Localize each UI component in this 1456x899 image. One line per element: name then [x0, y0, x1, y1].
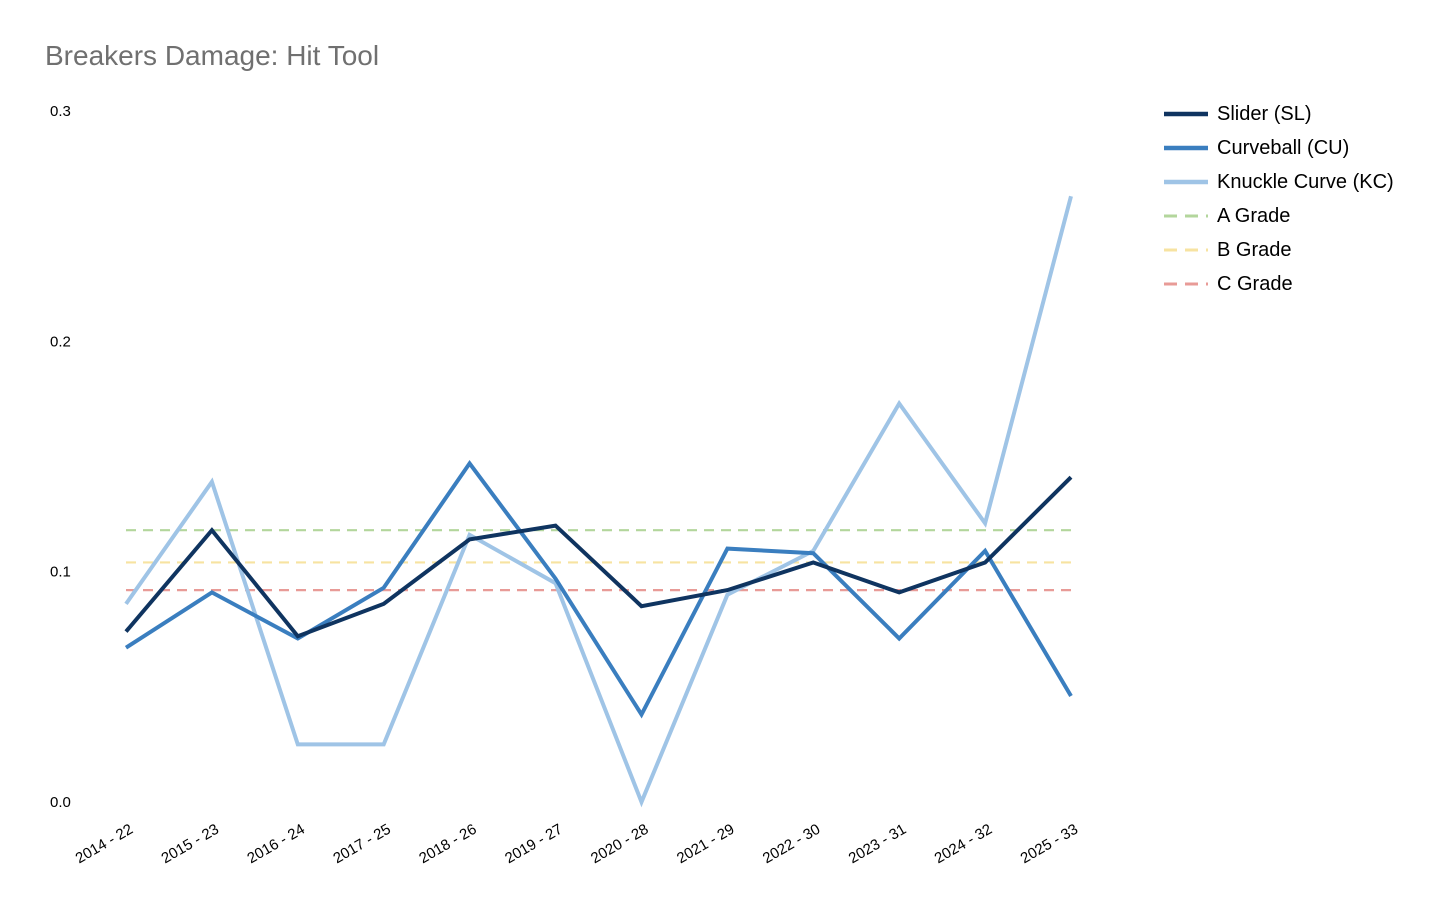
legend-label: Knuckle Curve (KC) — [1217, 170, 1394, 193]
y-tick-label: 0.1 — [50, 564, 71, 581]
x-tick-label: 2025 - 33 — [1018, 821, 1081, 867]
x-tick-label: 2015 - 23 — [159, 821, 222, 867]
legend-swatch — [1164, 111, 1208, 117]
legend-swatch — [1164, 214, 1208, 218]
x-tick-label: 2021 - 29 — [674, 821, 737, 867]
series-line-knuckle-curve-kc — [124, 195, 1073, 808]
series-line-slider-sl — [124, 475, 1073, 639]
x-tick-label: 2023 - 31 — [846, 821, 909, 867]
line-chart: 0.0 0.1 0.2 0.3 2014 - 22 2015 - 23 2016 - 24 2… — [50, 103, 1081, 867]
legend-item: B Grade — [1164, 233, 1394, 267]
legend-item: C Grade — [1164, 267, 1394, 301]
legend-label: Slider (SL) — [1217, 102, 1312, 125]
legend-label: B Grade — [1217, 238, 1292, 261]
x-tick-label: 2019 - 27 — [502, 821, 565, 867]
x-tick-label: 2022 - 30 — [760, 821, 823, 867]
legend-swatch — [1164, 179, 1208, 185]
x-tick-label: 2016 - 24 — [244, 821, 307, 867]
x-tick-label: 2020 - 28 — [588, 821, 651, 867]
legend-item: Slider (SL) — [1164, 97, 1394, 131]
series-line-curveball-cu — [124, 459, 1073, 719]
legend-label: A Grade — [1217, 204, 1291, 227]
y-tick-label: 0.0 — [50, 794, 71, 811]
legend: Slider (SL) Curveball (CU) Knuckle Curve (… — [1164, 97, 1394, 301]
legend-label: Curveball (CU) — [1217, 136, 1350, 159]
legend-swatch — [1164, 248, 1208, 252]
legend-swatch — [1164, 145, 1208, 151]
y-tick-label: 0.3 — [50, 103, 71, 120]
x-tick-label: 2014 - 22 — [73, 821, 136, 867]
chart-title: Breakers Damage: Hit Tool — [45, 40, 380, 71]
legend-item: Curveball (CU) — [1164, 131, 1394, 165]
legend-swatch — [1164, 282, 1208, 286]
legend-item: Knuckle Curve (KC) — [1164, 165, 1394, 199]
legend-label: C Grade — [1217, 272, 1293, 295]
x-tick-label: 2018 - 26 — [416, 821, 479, 867]
x-tick-label: 2024 - 32 — [932, 821, 995, 867]
x-tick-label: 2017 - 25 — [330, 821, 393, 867]
y-tick-label: 0.2 — [50, 333, 71, 350]
legend-item: A Grade — [1164, 199, 1394, 233]
